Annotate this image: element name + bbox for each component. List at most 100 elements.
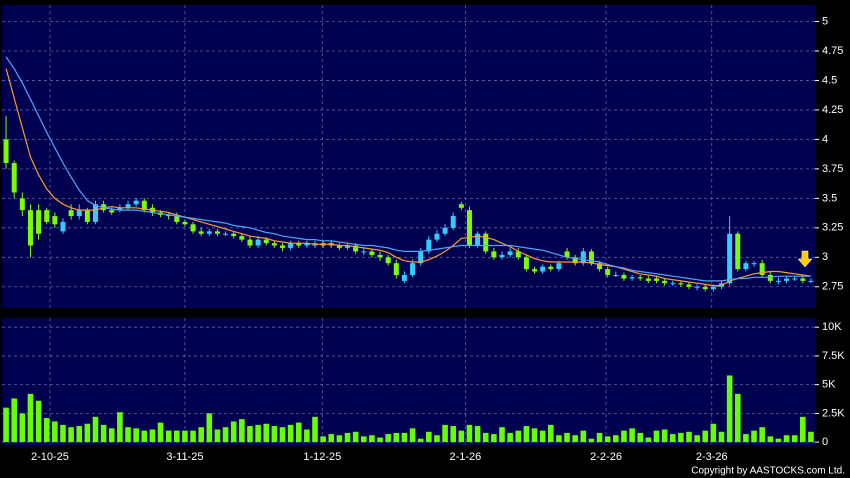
copyright: Copyright by AASTOCKS.com Ltd.: [691, 466, 845, 477]
candle-body: [133, 200, 139, 205]
candle-body: [475, 233, 481, 246]
candle-body: [597, 263, 603, 270]
candle-body: [418, 251, 424, 264]
x-tick-label: 3-11-25: [166, 451, 203, 463]
candle-body: [377, 254, 383, 258]
candle-body: [458, 204, 464, 208]
volume-bar: [613, 435, 619, 443]
volume-bar: [11, 398, 17, 443]
volume-bar: [767, 436, 774, 443]
y-tick-label: 2.5K: [822, 407, 845, 419]
volume-bar: [694, 435, 700, 443]
volume-bar: [76, 426, 83, 443]
candle-body: [532, 269, 538, 272]
candle-body: [117, 207, 123, 211]
volume-bar: [125, 427, 131, 443]
volume-bar: [783, 435, 790, 443]
volume-bar: [734, 393, 741, 443]
candle-body: [605, 269, 611, 275]
candle-body: [361, 251, 367, 253]
candle-body: [792, 278, 798, 280]
volume-panel: [2, 318, 815, 445]
volume-bar: [255, 424, 261, 443]
candle-body: [507, 251, 513, 255]
volume-bar: [198, 427, 204, 443]
y-tick-label: 4.75: [822, 45, 843, 57]
candle-body: [288, 243, 294, 248]
x-tick-label: 2-10-25: [31, 451, 69, 463]
volume-bar: [710, 423, 717, 443]
candle-body: [588, 251, 594, 264]
volume-bar: [287, 424, 294, 443]
x-tick-label: 1-12-25: [303, 451, 341, 463]
volume-bar: [214, 429, 221, 443]
volume-bar: [653, 430, 660, 443]
volume-bar: [222, 427, 229, 443]
candle-body: [214, 231, 220, 234]
volume-bar: [409, 428, 416, 443]
volume-bar: [360, 436, 367, 443]
volume-bar: [141, 430, 148, 443]
candle-body: [564, 251, 570, 258]
volume-bar: [100, 424, 107, 443]
volume-bar: [377, 437, 383, 443]
volume-bar: [580, 430, 587, 443]
candle-body: [410, 263, 416, 275]
volume-bar: [678, 432, 684, 443]
moving-average-line: [5, 68, 811, 287]
volume-bar: [564, 432, 570, 443]
x-tick-label: 2-3-26: [696, 451, 728, 463]
volume-bar: [385, 434, 391, 443]
volume-bar: [775, 438, 782, 443]
candle-body: [353, 245, 359, 252]
candle-body: [784, 278, 790, 281]
volume-bar: [743, 434, 749, 443]
volume-bar: [686, 431, 692, 443]
volume-bar: [312, 416, 318, 443]
volume-bar: [3, 407, 9, 443]
candle-body: [92, 204, 98, 222]
volume-bar: [791, 435, 798, 443]
candle-body: [466, 210, 472, 246]
candle-body: [76, 210, 82, 217]
candle-body: [499, 254, 505, 258]
volume-bar: [637, 432, 644, 443]
volume-bar: [661, 429, 668, 443]
y-tick-label: 10K: [822, 321, 842, 333]
volume-bar: [401, 432, 408, 443]
volume-bar: [588, 438, 595, 443]
candle-body: [247, 239, 253, 246]
volume-bar: [35, 400, 42, 443]
candle-body: [727, 233, 733, 284]
volume-bar: [556, 435, 562, 443]
volume-bar: [230, 421, 237, 443]
volume-bar: [173, 430, 180, 443]
candle-body: [670, 283, 676, 285]
volume-bar: [157, 422, 164, 443]
volume-bar: [800, 416, 806, 443]
candle-body: [60, 221, 66, 232]
candle-body: [442, 227, 448, 234]
candle-body: [3, 139, 9, 163]
candle-body: [11, 162, 17, 193]
latest-arrow: [797, 250, 813, 268]
candle-body: [767, 274, 773, 281]
candle-body: [735, 233, 741, 270]
candle-body: [206, 231, 212, 234]
volume-bar: [482, 432, 489, 443]
y-tick-label: 4.25: [822, 104, 843, 116]
volume-bar: [621, 430, 627, 443]
candle-body: [385, 257, 391, 264]
candle-body: [523, 257, 529, 270]
moving-average-line: [5, 56, 811, 282]
candle-body: [759, 263, 765, 275]
volume-bar: [352, 431, 359, 443]
volume-bar: [726, 375, 733, 443]
candle-body: [125, 204, 131, 208]
volume-bar: [344, 432, 351, 443]
candle-body: [336, 245, 342, 248]
candle-body: [345, 245, 351, 248]
volume-bar: [434, 435, 440, 443]
volume-bar: [206, 413, 213, 443]
